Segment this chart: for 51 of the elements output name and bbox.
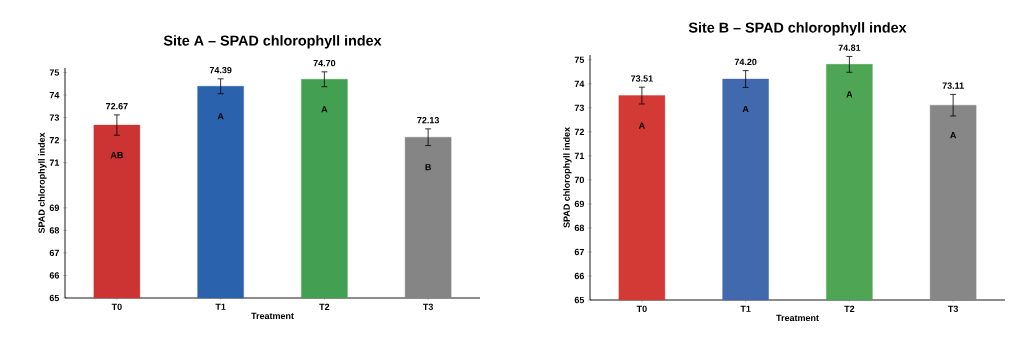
y-tick-label: 65 — [49, 294, 60, 302]
y-tick-label: 74 — [574, 80, 585, 87]
x-tick-label: T1 — [215, 303, 226, 310]
x-tick-label: T2 — [844, 305, 855, 312]
x-tick-label: T2 — [319, 303, 330, 310]
annotation: A — [638, 122, 645, 129]
data-label: 73.11 — [942, 82, 964, 89]
x-tick-label: T0 — [111, 303, 122, 310]
annotation: AB — [110, 151, 123, 159]
data-label: 74.70 — [313, 59, 336, 67]
y-tick-label: 66 — [574, 272, 585, 280]
y-tick-label: 65 — [574, 296, 585, 304]
x-tick-label: T3 — [948, 305, 959, 312]
annotation: A — [217, 113, 224, 120]
y-tick-label: 75 — [574, 56, 585, 63]
data-label: 74.20 — [734, 58, 757, 66]
data-label: 73.51 — [631, 75, 653, 82]
y-axis-title: SPAD chlorophyll index — [38, 132, 47, 234]
y-tick-label: 68 — [49, 227, 60, 234]
y-tick-label: 69 — [49, 204, 60, 211]
y-tick-label: 69 — [574, 200, 585, 208]
data-label: 74.81 — [838, 44, 861, 51]
y-tick-label: 66 — [49, 272, 60, 279]
annotation: A — [950, 132, 957, 139]
y-tick-label: 72 — [49, 137, 59, 144]
x-tick-label: T1 — [740, 305, 751, 312]
y-tick-label: 71 — [574, 152, 585, 159]
chart-title: Site B – SPAD chlorophyll index — [688, 22, 907, 36]
y-tick-label: 74 — [49, 91, 60, 99]
y-axis-title: SPAD chlorophyll index — [563, 127, 572, 228]
annotation: A — [321, 106, 328, 113]
x-tick-label: T0 — [636, 305, 647, 312]
x-tick-label: T3 — [422, 303, 434, 310]
annotation: A — [742, 105, 749, 113]
y-tick-label: 71 — [49, 159, 60, 166]
y-tick-label: 70 — [574, 176, 584, 184]
y-tick-label: 67 — [574, 248, 584, 256]
annotation: A — [846, 91, 853, 98]
data-label: 72.67 — [106, 103, 128, 110]
y-tick-label: 73 — [574, 104, 585, 112]
data-label: 74.39 — [209, 66, 232, 74]
data-label: 72.13 — [417, 116, 440, 124]
x-axis-title: Treatment — [776, 314, 819, 322]
y-tick-label: 67 — [49, 249, 59, 257]
annotation: B — [425, 164, 431, 171]
x-axis-title: Treatment — [251, 312, 294, 320]
y-tick-label: 75 — [49, 69, 60, 76]
y-tick-label: 68 — [574, 224, 585, 232]
y-tick-label: 72 — [574, 128, 584, 135]
y-tick-label: 73 — [49, 114, 60, 121]
chart-title: Site A – SPAD chlorophyll index — [163, 35, 382, 49]
